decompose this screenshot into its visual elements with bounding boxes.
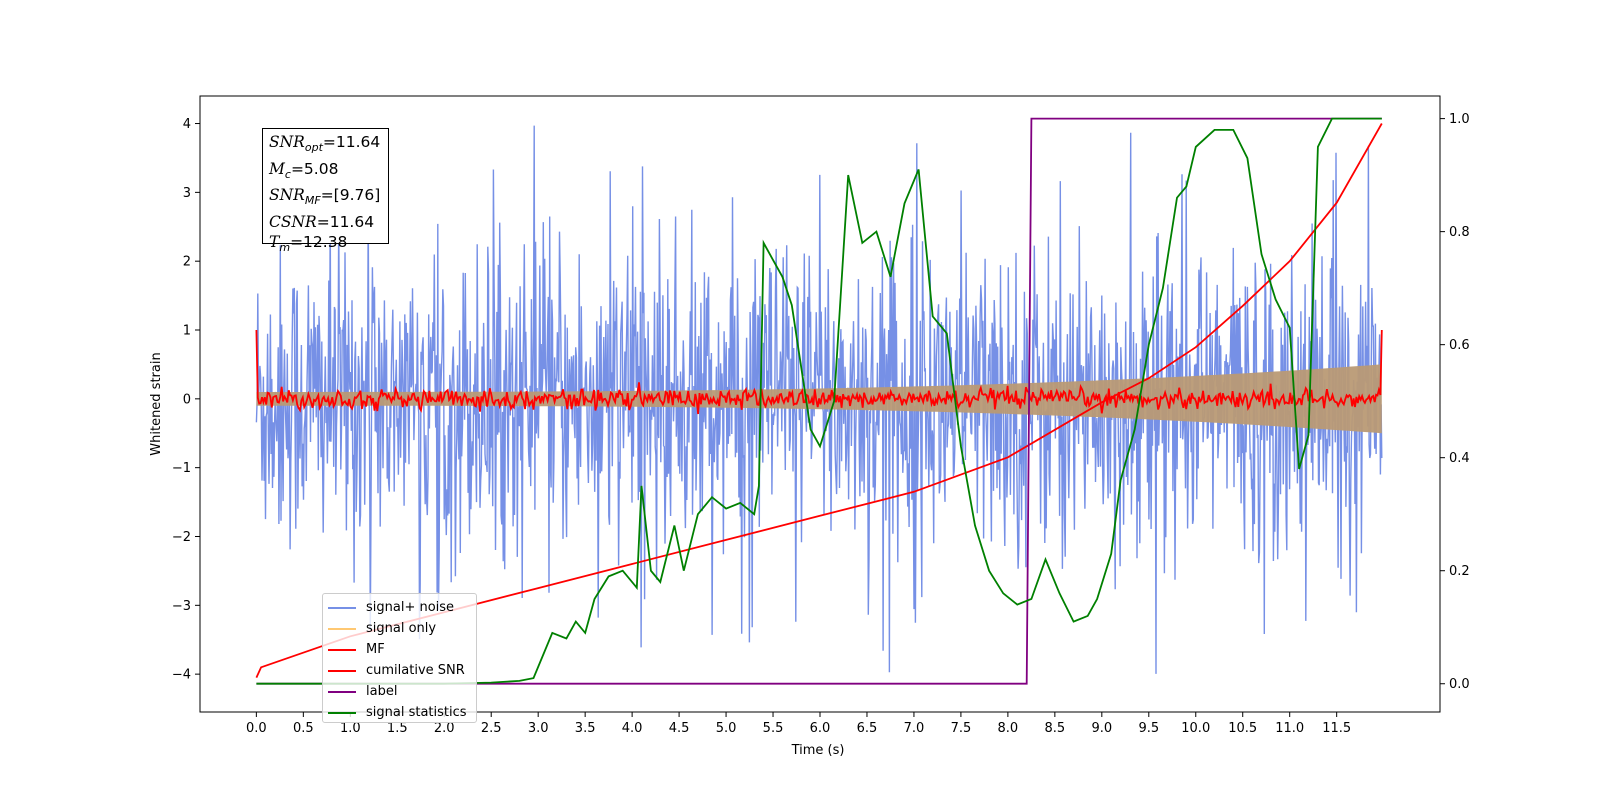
y-tick-label: 0 xyxy=(183,392,191,407)
y-tick-label: −3 xyxy=(172,599,191,614)
y-tick-label: −1 xyxy=(172,461,191,476)
y-tick-label: 2 xyxy=(183,255,191,270)
x-tick-label: 9.5 xyxy=(1138,721,1159,736)
x-tick-label: 4.0 xyxy=(622,721,643,736)
annotation-line: Tm=12.38 xyxy=(269,232,388,259)
annotation-symbol: T xyxy=(269,233,280,252)
annotation-symbol: SNR xyxy=(269,133,305,151)
legend-label: MF xyxy=(366,642,385,657)
x-tick-label: 0.5 xyxy=(293,721,314,736)
x-tick-label: 7.5 xyxy=(951,721,972,736)
annotation-value: =11.64 xyxy=(316,212,375,231)
x-ticks: 0.0 0.5 1.0 1.5 2.0 2.5 3.0 3.5 4.0 4.5 5.0 5.5 6.0 6… xyxy=(246,712,1351,736)
annotation-line: CSNR=11.64 xyxy=(269,212,388,233)
legend-label: signal statistics xyxy=(366,705,467,720)
x-tick-label: 11.5 xyxy=(1322,721,1351,736)
y2-tick-label: 0.0 xyxy=(1449,677,1470,692)
x-tick-label: 6.5 xyxy=(857,721,878,736)
legend: signal+ noise signal only MF cumilative SNR… xyxy=(322,593,477,723)
y-tick-label: −4 xyxy=(172,668,191,683)
annotation-symbol: SNR xyxy=(269,186,305,205)
legend-swatch xyxy=(328,627,356,630)
legend-entry: signal+ noise xyxy=(328,597,476,618)
x-tick-label: 3.5 xyxy=(575,721,596,736)
y2-ticks: 1.0 0.8 0.6 0.4 0.2 0.0 xyxy=(1440,112,1470,692)
y-ticks: 4 3 2 1 0 −1 −2 −3 −4 xyxy=(172,117,200,683)
series-label xyxy=(256,117,1382,685)
x-tick-label: 5.5 xyxy=(763,721,784,736)
x-tick-label: 2.5 xyxy=(481,721,502,736)
y2-tick-label: 0.8 xyxy=(1449,225,1470,240)
annotation-subscript: MF xyxy=(304,194,321,208)
legend-entry: cumilative SNR xyxy=(328,660,476,681)
legend-label: signal+ noise xyxy=(366,600,455,615)
y2-tick-label: 0.6 xyxy=(1449,338,1470,353)
x-tick-label: 11.0 xyxy=(1275,721,1304,736)
annotation-value: =11.64 xyxy=(322,133,381,151)
legend-swatch xyxy=(328,690,356,693)
y2-tick-label: 1.0 xyxy=(1449,112,1470,127)
x-tick-label: 1.0 xyxy=(340,721,361,736)
x-tick-label: 8.0 xyxy=(998,721,1019,736)
annotation-subscript: m xyxy=(279,241,291,255)
x-tick-label: 1.5 xyxy=(387,721,408,736)
x-tick-label: 8.5 xyxy=(1045,721,1066,736)
y-axis-label: Whitened strain xyxy=(149,352,164,455)
x-tick-label: 5.0 xyxy=(716,721,737,736)
x-tick-label: 0.0 xyxy=(246,721,267,736)
x-tick-label: 2.0 xyxy=(434,721,455,736)
annotation-value: =[9.76] xyxy=(320,186,381,205)
legend-entry: signal only xyxy=(328,618,476,639)
x-tick-label: 3.0 xyxy=(528,721,549,736)
legend-label: cumilative SNR xyxy=(366,663,465,678)
x-tick-label: 10.5 xyxy=(1228,721,1257,736)
legend-entry: signal statistics xyxy=(328,702,476,723)
x-tick-label: 6.0 xyxy=(810,721,831,736)
annotation-subscript: opt xyxy=(304,141,323,155)
y2-tick-label: 0.4 xyxy=(1449,451,1470,466)
annotation-value: =5.08 xyxy=(290,159,339,178)
x-tick-label: 10.0 xyxy=(1181,721,1210,736)
legend-label: signal only xyxy=(366,621,437,636)
y-tick-label: 3 xyxy=(183,186,191,201)
y2-tick-label: 0.2 xyxy=(1449,564,1470,579)
y-tick-label: 1 xyxy=(183,324,191,339)
legend-swatch xyxy=(328,669,356,672)
series-signal-statistics xyxy=(256,117,1382,685)
x-tick-label: 7.0 xyxy=(904,721,925,736)
y-tick-label: 4 xyxy=(183,117,191,132)
annotation-symbol: CSNR xyxy=(269,212,317,231)
annotation-value: =12.38 xyxy=(290,233,348,252)
x-tick-label: 9.0 xyxy=(1091,721,1112,736)
legend-entry: label xyxy=(328,681,476,702)
annotation-line: SNRopt=11.64 xyxy=(269,132,388,159)
annotation-line: Mc=5.08 xyxy=(269,159,388,186)
legend-swatch xyxy=(328,648,356,651)
series-mf xyxy=(255,329,1383,415)
legend-swatch xyxy=(328,606,356,609)
x-tick-label: 4.5 xyxy=(669,721,690,736)
legend-entry: MF xyxy=(328,639,476,660)
legend-swatch xyxy=(328,711,356,714)
annotation-line: SNRMF=[9.76] xyxy=(269,185,388,212)
x-axis-label: Time (s) xyxy=(791,743,845,758)
legend-label: label xyxy=(366,684,398,699)
annotation-symbol: M xyxy=(269,159,285,178)
snr-annotation-box: SNRopt=11.64 Mc=5.08 SNRMF=[9.76] CSNR=11.6… xyxy=(262,128,389,254)
y-tick-label: −2 xyxy=(172,530,191,545)
annotation-subscript: c xyxy=(284,167,291,181)
